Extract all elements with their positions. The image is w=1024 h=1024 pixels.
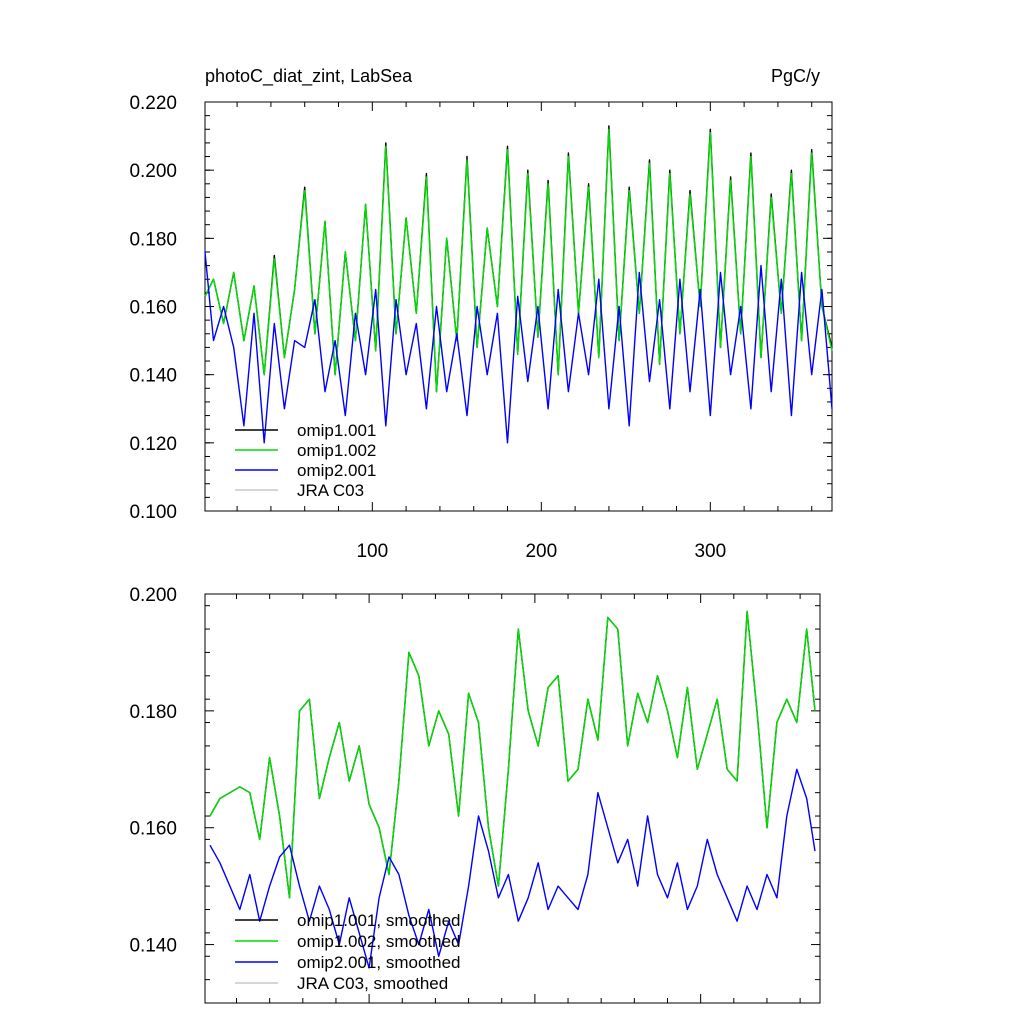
legend-label: omip1.002, smoothed xyxy=(297,932,461,951)
legend-label: omip1.002 xyxy=(297,441,376,460)
y-tick-label: 0.100 xyxy=(129,502,177,523)
chart-title: photoC_diat_zint, LabSea xyxy=(205,66,413,87)
y-tick-label: 0.160 xyxy=(129,819,177,840)
plot-frame-bottom xyxy=(204,593,821,1004)
series-line-2 xyxy=(204,251,833,444)
series-group-bottom xyxy=(209,610,816,969)
legend-label: JRA C03 xyxy=(297,481,364,500)
y-tick-label: 0.200 xyxy=(129,161,177,182)
y-tick-label: 0.120 xyxy=(129,434,177,455)
series-group-top xyxy=(204,125,833,444)
series-line-1 xyxy=(209,610,816,899)
x-tick-label: 200 xyxy=(525,541,557,562)
axis-ticks-bottom: 0.140 0.160 0.180 0.200 xyxy=(129,585,820,1004)
y-tick-label: 0.140 xyxy=(129,936,177,957)
legend-label: omip1.001, smoothed xyxy=(297,911,461,930)
legend-label: omip2.001 xyxy=(297,461,376,480)
y-tick-label: 0.180 xyxy=(129,229,177,250)
legend-label: JRA C03, smoothed xyxy=(297,974,448,993)
legend-label: omip1.001 xyxy=(297,421,376,440)
legend-label: omip2.001, smoothed xyxy=(297,953,461,972)
series-line-0 xyxy=(209,610,816,899)
top-panel: photoC_diat_zint, LabSea PgC/y 0.100 0.12… xyxy=(129,66,833,562)
y-tick-label: 0.140 xyxy=(129,366,177,387)
series-line-2 xyxy=(209,768,816,969)
chart-units: PgC/y xyxy=(771,66,820,86)
y-tick-label: 0.160 xyxy=(129,298,177,319)
legend-bottom: omip1.001, smoothed omip1.002, smoothed om… xyxy=(235,911,461,993)
y-tick-label: 0.180 xyxy=(129,702,177,723)
x-tick-label: 100 xyxy=(356,541,388,562)
axis-ticks-top: 0.100 0.120 0.140 0.160 0.180 0.200 0.220 100 20… xyxy=(129,93,832,562)
bottom-panel: 0.140 0.160 0.180 0.200 omip1.001, smoothed… xyxy=(129,585,821,1004)
y-tick-label: 0.200 xyxy=(129,585,177,606)
x-tick-label: 300 xyxy=(694,541,726,562)
y-tick-label: 0.220 xyxy=(129,93,177,114)
series-line-1 xyxy=(204,128,833,393)
